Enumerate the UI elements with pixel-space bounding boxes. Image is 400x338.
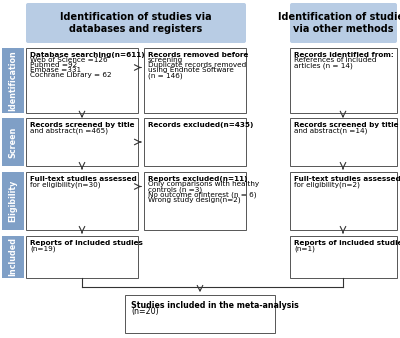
Text: Full-text studies assessed: Full-text studies assessed [294,176,400,182]
Text: Embase =331: Embase =331 [30,67,81,73]
Bar [2,48,24,113]
Bar [290,48,397,113]
Bar [26,172,138,230]
Text: Records screened by title: Records screened by title [30,122,134,128]
Bar [2,118,24,166]
Text: Wrong study design(n=2): Wrong study design(n=2) [148,196,241,203]
Text: Only comparisons with healthy: Only comparisons with healthy [148,181,259,187]
Text: (n=1): (n=1) [294,245,315,251]
Text: Records excluded(n=435): Records excluded(n=435) [148,122,253,128]
Text: Cochrane Library = 62: Cochrane Library = 62 [30,72,112,78]
Text: Identification: Identification [8,50,18,111]
Text: Identification of studies via
databases and registers: Identification of studies via databases … [60,12,212,34]
Text: Eligibility: Eligibility [8,180,18,222]
Bar [125,295,275,333]
Text: for eligibility(n=2): for eligibility(n=2) [294,181,360,188]
Text: screening: screening [148,57,183,63]
Text: using Endnote Software: using Endnote Software [148,67,234,73]
Bar [290,118,397,166]
Text: (n = 146): (n = 146) [148,72,183,79]
Text: Full-text studies assessed: Full-text studies assessed [30,176,137,182]
Bar [26,236,138,278]
Text: Records removed before: Records removed before [148,52,248,58]
Text: and abstract(n =465): and abstract(n =465) [30,127,108,134]
Bar [2,172,24,230]
Text: Reports excluded(n=11): Reports excluded(n=11) [148,176,248,182]
Bar [26,48,138,113]
Bar [144,48,246,113]
Bar [290,236,397,278]
Text: Duplicate records removed: Duplicate records removed [148,62,246,68]
Text: controls (n =3): controls (n =3) [148,186,202,193]
Text: Studies included in the meta-analysis: Studies included in the meta-analysis [131,301,299,310]
Text: (n=19): (n=19) [30,245,56,251]
FancyBboxPatch shape [290,3,397,43]
Text: (n=20): (n=20) [131,307,159,316]
Bar [144,172,246,230]
Text: No outcome ofinterest (n = 6): No outcome ofinterest (n = 6) [148,191,256,198]
Text: Records identified from:: Records identified from: [294,52,394,58]
Bar [26,118,138,166]
Bar [2,236,24,278]
Text: Database searching(n=611): Database searching(n=611) [30,52,145,58]
Text: Reports of included studies: Reports of included studies [294,240,400,246]
Bar [290,172,397,230]
Text: Records screened by title: Records screened by title [294,122,398,128]
FancyBboxPatch shape [26,3,246,43]
Text: and abstract(n =14): and abstract(n =14) [294,127,367,134]
Text: for eligibility(n=30): for eligibility(n=30) [30,181,100,188]
Text: articles (n = 14): articles (n = 14) [294,62,353,69]
Text: Pubmed =92: Pubmed =92 [30,62,77,68]
Text: Included: Included [8,238,18,276]
Text: Identification of studies
via other methods: Identification of studies via other meth… [278,12,400,34]
Bar [144,118,246,166]
Text: Web of Science =126: Web of Science =126 [30,57,108,63]
Text: Screen: Screen [8,126,18,158]
Text: Reports of included studies: Reports of included studies [30,240,143,246]
Text: References of included: References of included [294,57,376,63]
